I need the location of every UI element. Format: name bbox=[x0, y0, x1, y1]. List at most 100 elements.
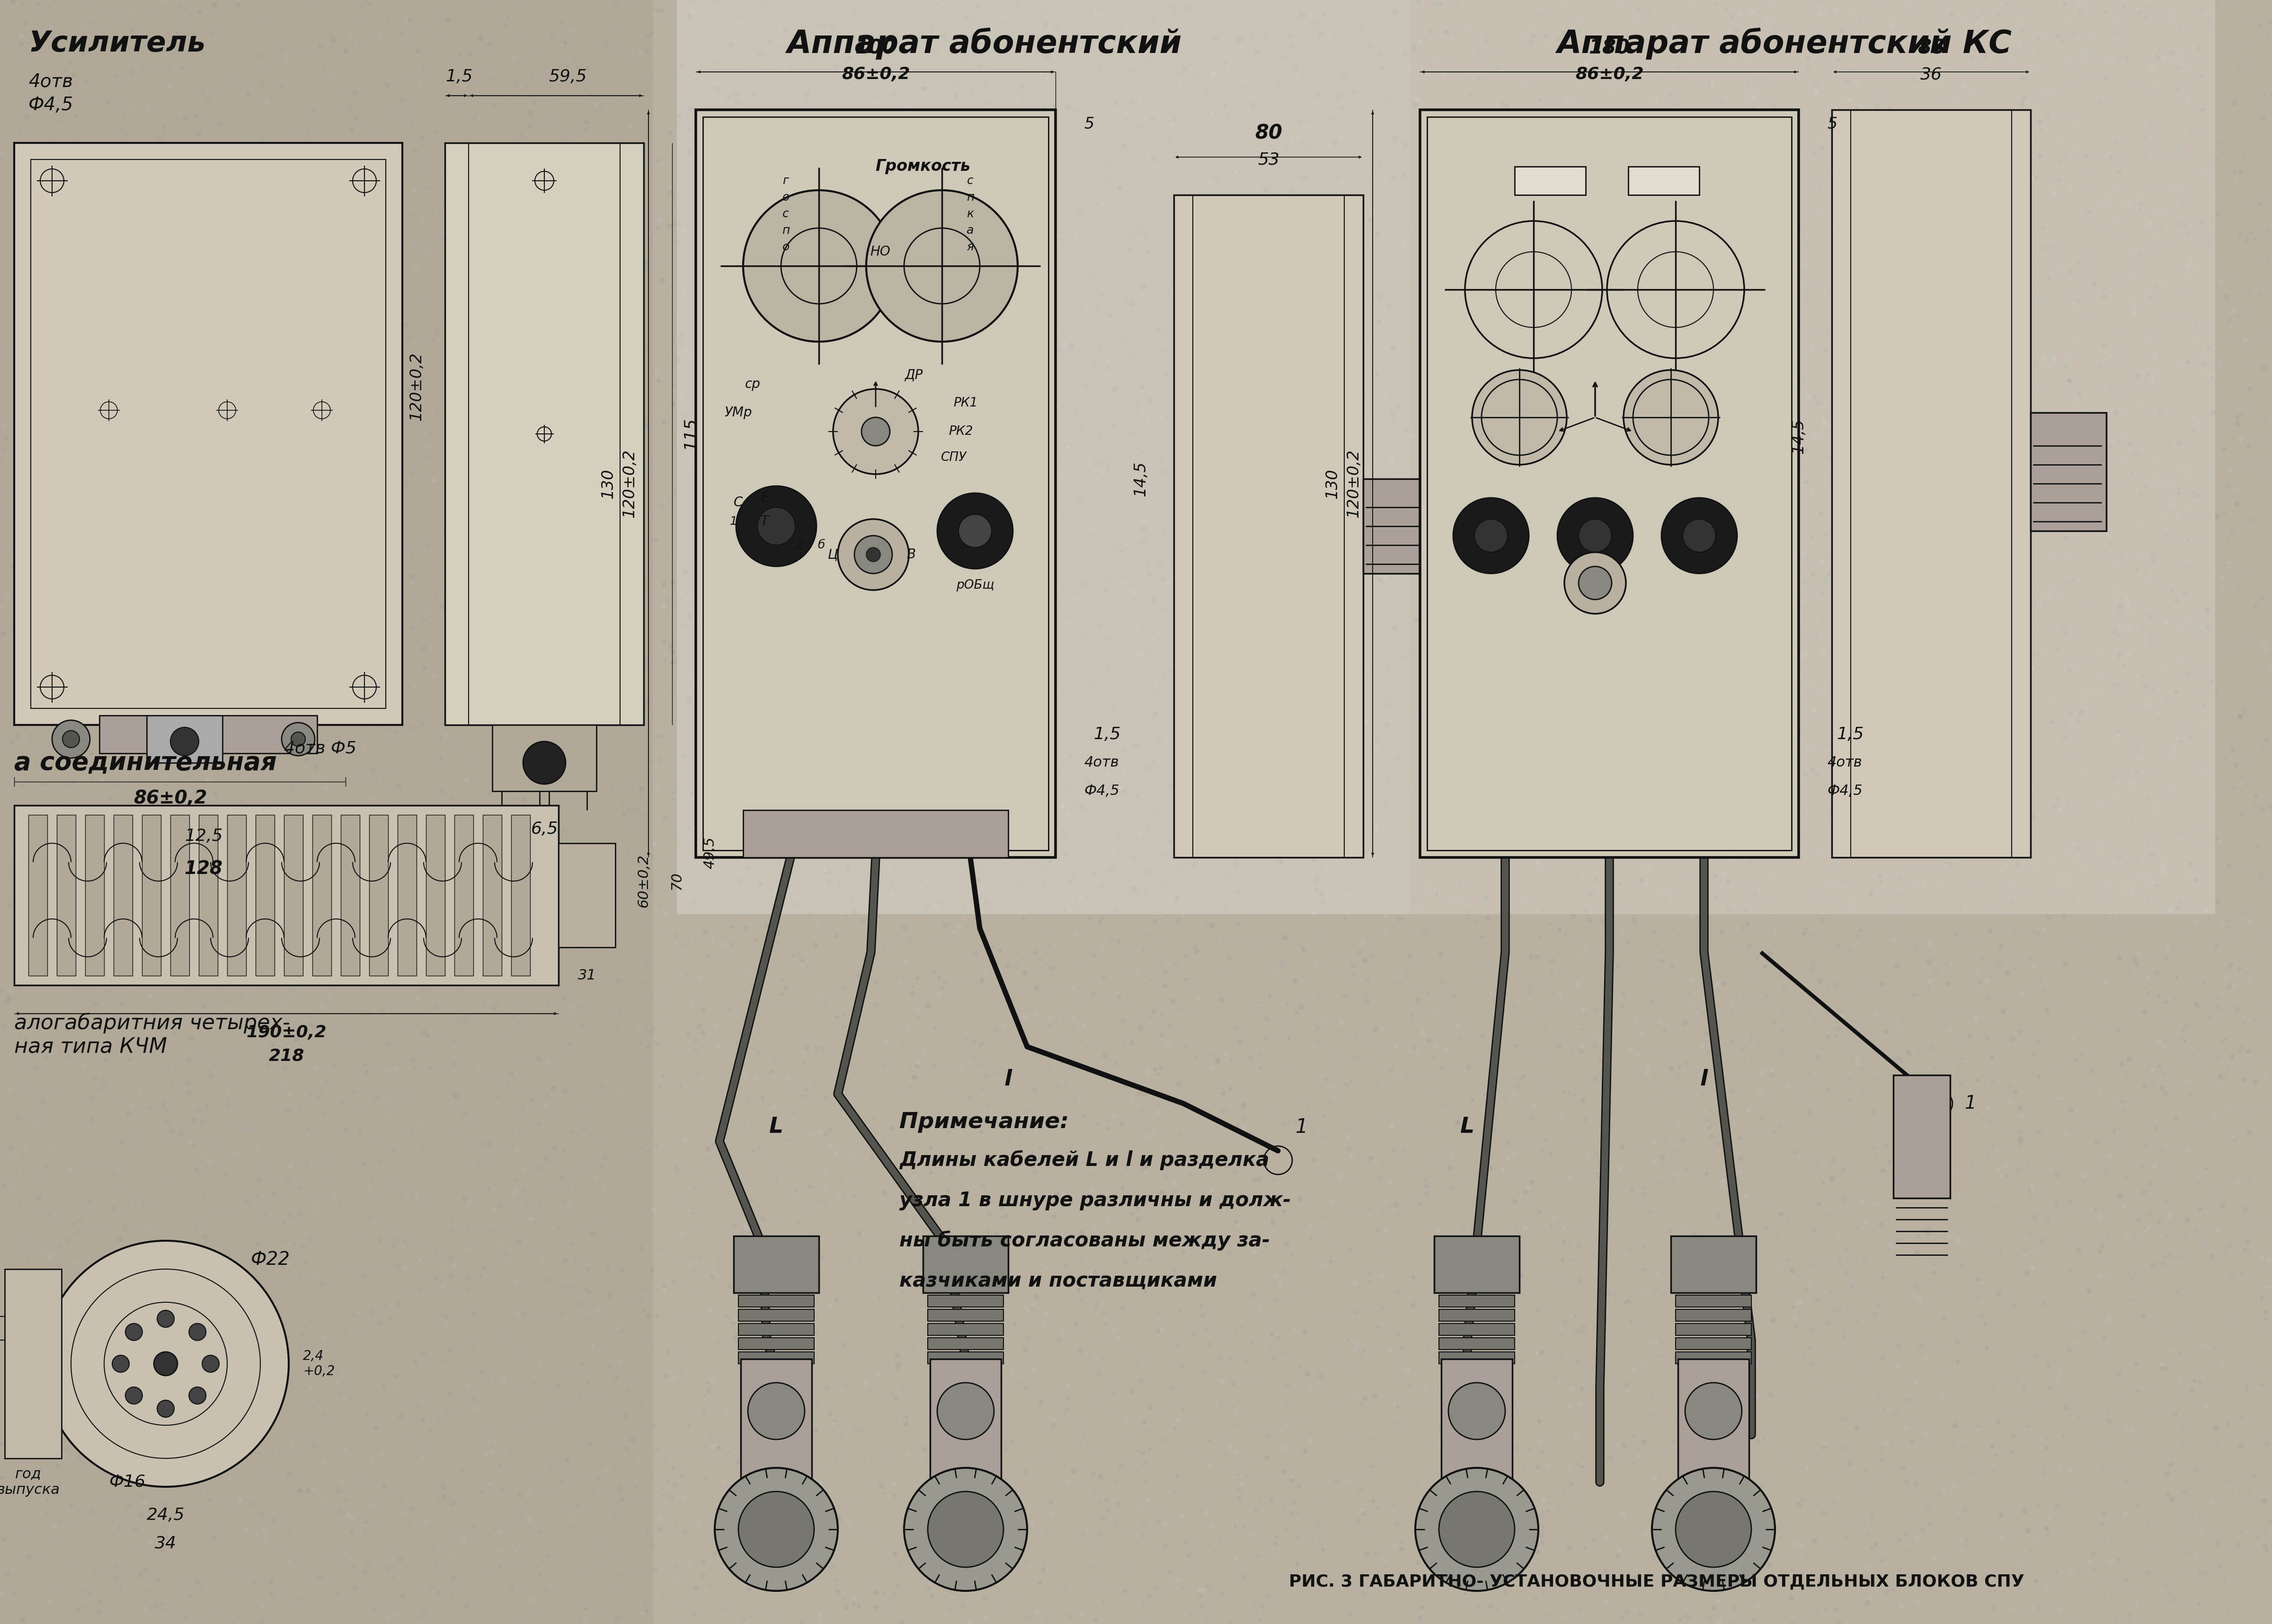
Point bbox=[1095, 715, 1131, 741]
Point bbox=[777, 226, 813, 252]
Point bbox=[745, 906, 782, 932]
Point bbox=[711, 1272, 747, 1298]
Point bbox=[1450, 1231, 1486, 1257]
Point bbox=[1127, 879, 1163, 905]
Point bbox=[788, 284, 825, 310]
Point bbox=[1645, 180, 1681, 206]
Point bbox=[1084, 1505, 1120, 1531]
Point bbox=[82, 184, 118, 209]
Point bbox=[189, 682, 225, 708]
Point bbox=[579, 586, 616, 612]
Point bbox=[720, 1276, 757, 1302]
Point bbox=[1940, 788, 1977, 814]
Point bbox=[1041, 755, 1077, 781]
Point bbox=[1354, 546, 1390, 572]
Point bbox=[1359, 229, 1395, 255]
Point bbox=[334, 996, 370, 1021]
Point bbox=[152, 1447, 189, 1473]
Point bbox=[20, 0, 57, 18]
Point bbox=[2015, 856, 2052, 882]
Point bbox=[1359, 1150, 1395, 1176]
Point bbox=[800, 1608, 836, 1624]
Point bbox=[943, 1471, 979, 1497]
Point bbox=[1304, 890, 1340, 916]
Point bbox=[123, 942, 159, 968]
Point bbox=[80, 614, 116, 640]
Point bbox=[207, 1249, 243, 1275]
Point bbox=[2158, 1106, 2195, 1132]
Point bbox=[1774, 674, 1811, 700]
Point bbox=[1968, 1359, 2004, 1385]
Point bbox=[1745, 1530, 1781, 1556]
Point bbox=[1745, 552, 1781, 578]
Point bbox=[1938, 458, 1974, 484]
Point bbox=[1693, 1098, 1729, 1124]
Point bbox=[91, 617, 127, 643]
Point bbox=[1159, 1463, 1195, 1489]
Point bbox=[2220, 302, 2256, 328]
Point bbox=[1188, 994, 1225, 1020]
Point bbox=[1997, 1132, 2033, 1158]
Point bbox=[504, 856, 541, 882]
Point bbox=[1406, 432, 1443, 458]
Point bbox=[1940, 1507, 1977, 1533]
Point bbox=[1045, 726, 1081, 752]
Point bbox=[1315, 492, 1352, 518]
Point bbox=[61, 754, 98, 780]
Point bbox=[1004, 1169, 1041, 1195]
Point bbox=[80, 1213, 116, 1239]
Circle shape bbox=[838, 520, 909, 590]
Point bbox=[1113, 1030, 1150, 1056]
Point bbox=[1052, 1147, 1088, 1173]
Point bbox=[2004, 981, 2040, 1007]
Point bbox=[1252, 219, 1288, 245]
Point bbox=[2133, 534, 2170, 560]
Point bbox=[157, 559, 193, 585]
Point bbox=[1334, 416, 1370, 442]
Point bbox=[100, 339, 136, 365]
Point bbox=[1050, 1119, 1086, 1145]
Point bbox=[2029, 1436, 2065, 1462]
Point bbox=[1456, 1046, 1493, 1072]
Point bbox=[209, 1043, 245, 1069]
Point bbox=[461, 151, 498, 177]
Point bbox=[2120, 737, 2156, 763]
Point bbox=[495, 762, 532, 788]
Point bbox=[1327, 641, 1363, 667]
Point bbox=[538, 791, 575, 817]
Point bbox=[1999, 1208, 2036, 1234]
Point bbox=[175, 1130, 211, 1156]
Point bbox=[216, 1306, 252, 1332]
Point bbox=[795, 1260, 832, 1286]
Point bbox=[1091, 754, 1127, 780]
Point bbox=[348, 1509, 384, 1535]
Point bbox=[438, 724, 475, 750]
Point bbox=[870, 62, 907, 88]
Point bbox=[1145, 752, 1181, 778]
Point bbox=[2097, 132, 2133, 158]
Point bbox=[327, 39, 364, 65]
Point bbox=[759, 921, 795, 947]
Point bbox=[2099, 1065, 2136, 1091]
Point bbox=[2145, 1007, 2181, 1033]
Point bbox=[1025, 846, 1061, 872]
Point bbox=[1302, 106, 1338, 132]
Point bbox=[1747, 154, 1784, 180]
Point bbox=[1686, 1523, 1722, 1549]
Point bbox=[2022, 57, 2058, 83]
Point bbox=[2002, 1575, 2038, 1601]
Point bbox=[1629, 221, 1665, 247]
Point bbox=[836, 326, 872, 352]
Point bbox=[1922, 557, 1958, 583]
Point bbox=[1472, 844, 1509, 870]
Point bbox=[45, 1509, 82, 1535]
Point bbox=[357, 1416, 393, 1442]
Point bbox=[2231, 375, 2267, 401]
Point bbox=[1245, 232, 1281, 258]
Point bbox=[586, 1535, 623, 1561]
Point bbox=[598, 391, 634, 417]
Point bbox=[1874, 398, 1911, 424]
Point bbox=[918, 41, 954, 67]
Point bbox=[50, 942, 86, 968]
Point bbox=[391, 378, 427, 404]
